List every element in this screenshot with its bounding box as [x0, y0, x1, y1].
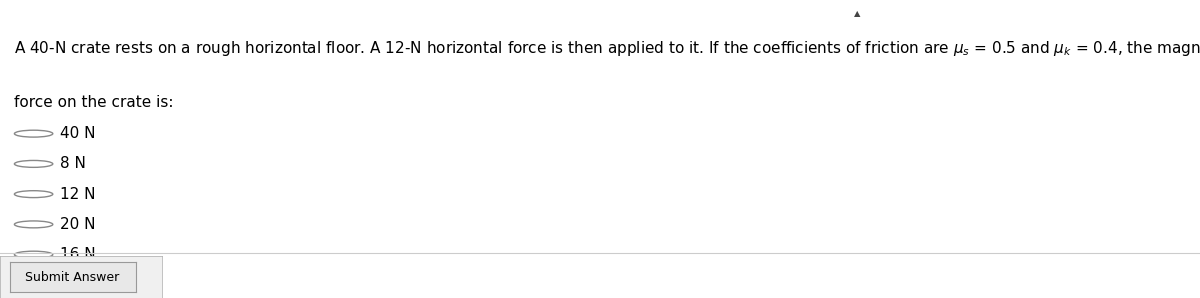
Text: 40 N: 40 N [60, 126, 96, 141]
Text: 12 N: 12 N [60, 187, 96, 202]
Text: 16 N: 16 N [60, 247, 96, 262]
Text: 8 N: 8 N [60, 156, 86, 171]
Text: force on the crate is:: force on the crate is: [14, 95, 174, 110]
Text: ▲: ▲ [854, 9, 860, 18]
Text: 20 N: 20 N [60, 217, 96, 232]
Text: A 40-N crate rests on a rough horizontal floor. A 12-N horizontal force is then : A 40-N crate rests on a rough horizontal… [14, 39, 1200, 58]
Text: Submit Answer: Submit Answer [25, 271, 120, 284]
